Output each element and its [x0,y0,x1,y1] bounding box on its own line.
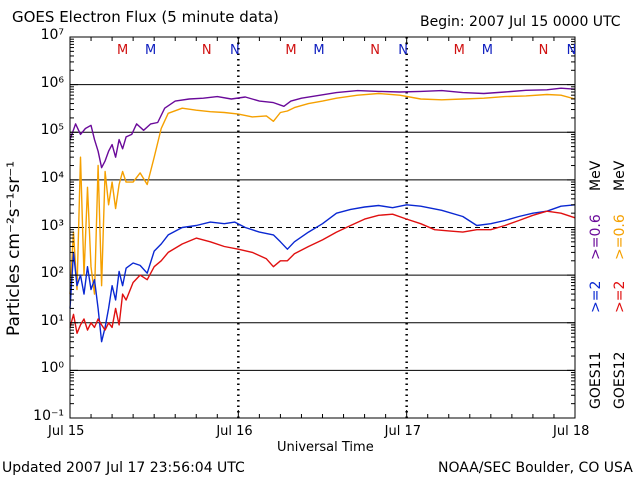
legend-goes11-low: >=0.6 [588,214,604,260]
y-tick-label: 10⁵ [40,122,64,139]
marker-n: N [370,43,380,58]
y-tick-label: 10³ [40,217,64,234]
marker-m: M [117,43,128,58]
series-lines [69,87,576,343]
series-goes11-high [69,204,576,343]
credit-label: NOAA/SEC Boulder, CO USA [438,460,633,476]
marker-n: N [202,43,212,58]
legend-goes12-low: >=0.6 [612,214,628,260]
series-goes11-low [69,87,576,169]
legend-goes11: GOES11 [588,351,604,409]
marker-m: M [454,43,465,58]
series-goes12-low [69,92,576,295]
marker-m: M [285,43,296,58]
begin-label: Begin: 2007 Jul 15 0000 UTC [420,14,621,30]
x-tick-label: Jul 18 [553,424,590,439]
x-tick-label: Jul 17 [384,424,422,439]
marker-n: N [567,43,577,58]
y-tick-label: 10⁻¹ [33,408,64,424]
marker-m: M [313,43,324,58]
legend-goes12: GOES12 [612,351,628,409]
chart-title: GOES Electron Flux (5 minute data) [12,8,279,26]
marker-m: M [482,43,493,58]
marker-m: M [145,43,156,58]
chart-grid [70,84,575,371]
y-tick-label: 10² [40,265,64,282]
y-tick-label: 10⁴ [40,169,64,186]
updated-timestamp: Updated 2007 Jul 17 23:56:04 UTC [2,460,245,476]
legend-goes12-high: >=2 [612,280,628,313]
y-axis-title: Particles cm⁻²s⁻¹sr⁻¹ [4,160,24,336]
x-tick-label: Jul 16 [216,424,253,439]
y-tick-label: 10⁶ [40,74,64,91]
x-tick-label: Jul 15 [48,424,85,439]
marker-n: N [230,43,240,58]
y-tick-label: 10⁷ [40,27,64,43]
y-tick-label: 10¹ [40,312,64,329]
series-goes12-high [69,210,576,334]
legend-unit-1: MeV [588,160,604,191]
legend-unit-2: MeV [612,160,628,191]
x-axis-title: Universal Time [277,440,374,455]
marker-n: N [539,43,549,58]
legend-goes11-high: >=2 [588,280,604,313]
marker-n: N [398,43,408,58]
y-tick-label: 10⁰ [40,360,64,377]
axis-ticks [69,37,576,419]
